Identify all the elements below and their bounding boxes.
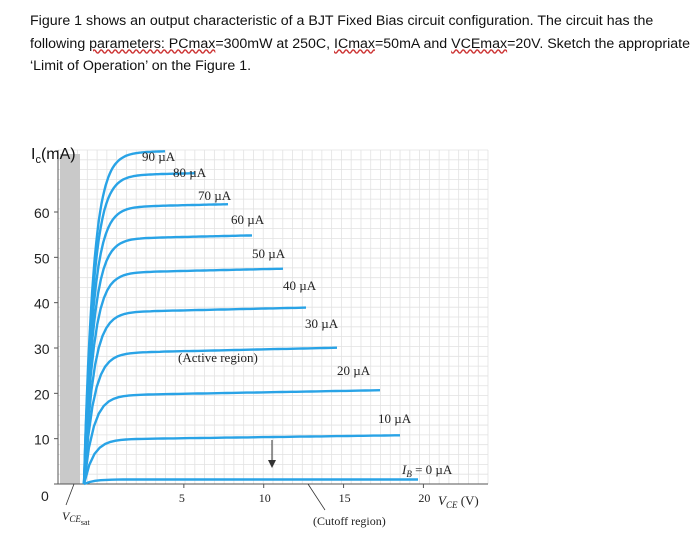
vce-sat-label-sub: CE [69, 514, 81, 524]
series-label: 90 µA [142, 149, 176, 164]
series-label: 20 µA [337, 363, 371, 378]
y-tick-label: 0 [41, 488, 49, 504]
x-axis-label-sub: CE [446, 500, 458, 510]
y-axis-label-unit: (mA) [41, 146, 76, 163]
question-text: Figure 1 shows an output characteristic … [30, 10, 690, 78]
series-curve [82, 234, 253, 485]
vce-sat-label-main: V [62, 509, 71, 523]
cutoff-region-label: (Cutoff region) [313, 514, 386, 528]
chart-axes: 0 10 20 30 40 50 60 5 10 15 20 [34, 150, 488, 505]
x-axis-label-main: V [438, 493, 448, 508]
chart-curves [82, 150, 418, 486]
series-curve [82, 172, 196, 485]
cutoff-leader-line [307, 483, 326, 511]
x-tick-label: 20 [418, 491, 430, 505]
series-label: 10 µA [378, 411, 412, 426]
series-curve [82, 389, 381, 485]
question-part-2: parameters: PCmax [89, 35, 216, 52]
vce-sat-leader-line [65, 483, 75, 506]
y-tick-label: 30 [34, 341, 50, 357]
question-part-5: =50mA and [375, 35, 452, 52]
series-curve [83, 478, 418, 486]
vce-sat-label: VCEsat [62, 509, 91, 527]
series-label: 80 µA [173, 165, 207, 180]
x-axis-label-unit: (V) [457, 493, 478, 508]
series-curve [82, 150, 165, 485]
y-axis-label-sub: c [35, 154, 41, 166]
series-curve [82, 203, 229, 485]
series-label: 60 µA [231, 212, 265, 227]
x-tick-label: 15 [339, 491, 351, 505]
series-label: IB = 0 µA [401, 462, 453, 479]
y-axis-label: Ic(mA) [31, 146, 76, 166]
series-label: 30 µA [305, 316, 339, 331]
series-label: 70 µA [198, 188, 232, 203]
x-tick-label: 10 [259, 491, 271, 505]
series-label: 40 µA [283, 278, 317, 293]
series-curve [82, 267, 284, 485]
y-tick-label: 60 [34, 205, 50, 221]
x-axis-label: VCE (V) [438, 493, 479, 510]
y-tick-label: 50 [34, 250, 50, 266]
vce-sat-label-sub2: sat [81, 518, 91, 527]
y-tick-label: 40 [34, 296, 50, 312]
x-tick-label: 5 [179, 491, 185, 505]
question-part-3: =300mW at 250C, [215, 35, 334, 52]
y-axis-label-main: I [31, 146, 35, 163]
y-tick-label: 10 [34, 432, 50, 448]
cutoff-arrow-head [268, 460, 276, 468]
series-curve [82, 306, 307, 485]
saturation-region-shade [60, 154, 80, 484]
series-curve [82, 434, 400, 485]
chart-grid [57, 149, 489, 485]
question-part-4: ICmax [334, 35, 375, 52]
active-region-label: (Active region) [178, 350, 258, 365]
y-tick-label: 20 [34, 386, 50, 402]
series-curve [82, 346, 338, 485]
question-part-1: Figure 1 shows an output characteristic … [30, 13, 654, 52]
series-label: 50 µA [252, 246, 286, 261]
question-part-6: VCEmax [451, 35, 508, 52]
question-part-7: =20V. Sketch the appropriate ‘Limit of O… [30, 35, 690, 75]
